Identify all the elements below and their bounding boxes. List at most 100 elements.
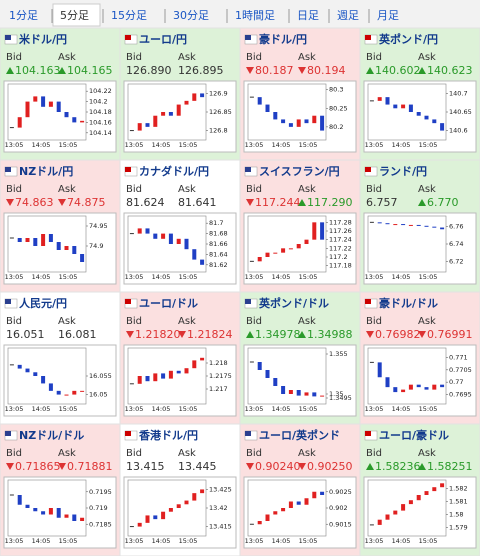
tab[interactable]: 30分足 bbox=[173, 9, 209, 22]
plot-frame bbox=[367, 347, 447, 405]
panel-title[interactable]: 英ポンド/円 bbox=[378, 32, 438, 46]
panel-title[interactable]: スイスフラン/円 bbox=[259, 165, 340, 178]
candle bbox=[377, 97, 382, 101]
panel-title[interactable]: カナダドル/円 bbox=[139, 164, 209, 178]
candle bbox=[48, 101, 53, 107]
time-label: 14:05 bbox=[152, 141, 171, 149]
ask-label: Ask bbox=[298, 448, 316, 459]
arrow-up bbox=[298, 331, 306, 338]
panel-title[interactable]: NZドル/円 bbox=[19, 165, 73, 178]
candle bbox=[296, 244, 301, 249]
candle bbox=[33, 508, 38, 512]
candle bbox=[265, 514, 270, 521]
candle bbox=[257, 257, 262, 262]
flag-icon-mark bbox=[125, 431, 131, 436]
arrow-down bbox=[366, 331, 374, 338]
bid-label: Bid bbox=[246, 52, 262, 63]
candle bbox=[64, 514, 69, 518]
bid-label: Bid bbox=[6, 52, 22, 63]
panel-title[interactable]: 豪ドル/円 bbox=[259, 32, 307, 46]
time-label: 15:05 bbox=[59, 141, 78, 149]
bid-label: Bid bbox=[6, 316, 22, 327]
panel-title[interactable]: 香港ドル/円 bbox=[138, 428, 198, 442]
tab[interactable]: 5分足 bbox=[60, 9, 89, 22]
bid-label: Bid bbox=[6, 448, 22, 459]
ask-label: Ask bbox=[58, 52, 76, 63]
ask-value: 0.76991 bbox=[427, 328, 473, 341]
candle bbox=[257, 521, 262, 525]
tab[interactable]: 週足 bbox=[337, 9, 359, 22]
time-label: 15:05 bbox=[419, 537, 438, 545]
arrow-down bbox=[246, 67, 254, 74]
y-tick-label: 1.582 bbox=[449, 485, 468, 493]
ask-value: 0.71881 bbox=[67, 460, 113, 473]
rate-panel[interactable]: 香港ドル/円Bid13.415Ask13.44513.42513.4213.41… bbox=[119, 423, 241, 557]
candle bbox=[25, 238, 30, 242]
y-tick-label: 117.22 bbox=[329, 244, 352, 252]
candle bbox=[192, 493, 197, 501]
tab[interactable]: 1分足 bbox=[9, 9, 38, 22]
tab[interactable]: 月足 bbox=[377, 9, 399, 22]
tab[interactable]: 15分足 bbox=[111, 9, 147, 22]
panel-title[interactable]: ユーロ/ドル bbox=[139, 297, 198, 310]
panel-title[interactable]: 米ドル/円 bbox=[18, 32, 67, 46]
y-tick-label: 117.26 bbox=[329, 227, 352, 235]
panel-title[interactable]: ユーロ/円 bbox=[139, 33, 187, 46]
time-label: 15:05 bbox=[179, 141, 198, 149]
candle bbox=[176, 370, 181, 374]
candle bbox=[168, 112, 173, 116]
panel-title[interactable]: ユーロ/豪ドル bbox=[379, 428, 449, 442]
candle bbox=[393, 510, 398, 515]
y-tick-label: 16.05 bbox=[89, 391, 108, 399]
bid-label: Bid bbox=[246, 316, 262, 327]
candle bbox=[153, 115, 158, 127]
ask-value: 6.770 bbox=[427, 196, 459, 209]
bid-label: Bid bbox=[246, 448, 262, 459]
candle bbox=[393, 104, 398, 109]
time-label: 15:05 bbox=[179, 405, 198, 413]
panel-title[interactable]: 豪ドル/ドル bbox=[379, 296, 438, 310]
panel-title[interactable]: ランド/円 bbox=[379, 165, 427, 178]
bid-label: Bid bbox=[126, 316, 142, 327]
time-label: 14:05 bbox=[272, 273, 291, 281]
panel-title[interactable]: NZドル/ドル bbox=[19, 429, 84, 442]
panel-title[interactable]: 英ポンド/ドル bbox=[258, 296, 329, 310]
candle bbox=[80, 120, 85, 123]
arrow-up bbox=[58, 67, 66, 74]
candle bbox=[393, 224, 398, 226]
arrow-down bbox=[126, 331, 134, 338]
flag-icon-mark bbox=[245, 431, 251, 436]
ask-value: 126.895 bbox=[178, 64, 224, 77]
time-label: 13:05 bbox=[245, 273, 264, 281]
candle bbox=[440, 227, 445, 230]
panel-title[interactable]: 人民元/円 bbox=[19, 296, 67, 310]
tab[interactable]: 1時間足 bbox=[235, 9, 275, 22]
arrow-down bbox=[178, 331, 186, 338]
flag-icon-mark bbox=[245, 299, 251, 304]
tab[interactable]: 日足 bbox=[297, 9, 319, 22]
candle bbox=[25, 368, 30, 373]
candle bbox=[56, 242, 61, 250]
arrow-down bbox=[58, 199, 66, 206]
time-label: 14:05 bbox=[32, 273, 51, 281]
y-tick-label: 1.58 bbox=[449, 511, 463, 519]
ask-value: 74.875 bbox=[67, 196, 106, 209]
panel-title[interactable]: ユーロ/英ポンド bbox=[259, 428, 340, 442]
candle bbox=[41, 376, 46, 384]
time-label: 14:05 bbox=[152, 537, 171, 545]
